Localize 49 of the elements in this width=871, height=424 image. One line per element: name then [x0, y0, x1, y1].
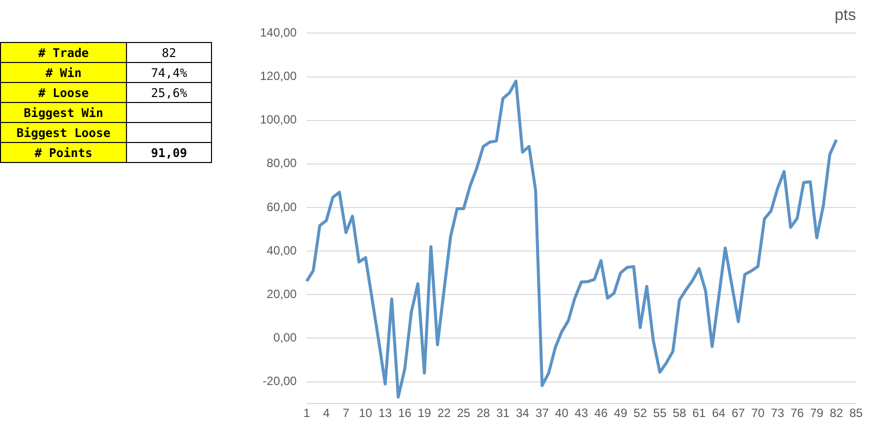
x-tick-label: 37 — [535, 406, 550, 420]
x-tick-label: 46 — [594, 406, 608, 420]
y-tick-label: 120,00 — [260, 69, 298, 84]
text: 74,4% — [150, 66, 188, 80]
category-label: # Win — [0, 62, 126, 82]
y-tick-label: 40,00 — [266, 243, 298, 258]
category-label: Biggest Loose — [0, 122, 126, 142]
y-tick-label: -20,00 — [262, 374, 298, 388]
x-tick-label: 10 — [358, 406, 373, 420]
category-label: # Trade — [0, 42, 126, 62]
x-tick-label: 79 — [810, 406, 824, 420]
x-tick-label: 67 — [732, 406, 746, 420]
x-tick-label: 16 — [398, 406, 412, 420]
y-tick-label: 0,00 — [273, 330, 298, 345]
x-tick-label: 13 — [378, 406, 392, 420]
x-tick-label: 4 — [322, 406, 330, 420]
y-tick-label: 20,00 — [266, 286, 298, 301]
x-tick-label: 25 — [456, 406, 471, 420]
y-tick-label: 60,00 — [266, 200, 298, 214]
x-tick-label: 7 — [342, 406, 350, 420]
x-tick-label: 28 — [476, 406, 490, 420]
text: 25,6% — [150, 86, 188, 100]
x-tick-label: 22 — [437, 406, 452, 420]
x-tick-label: 55 — [653, 406, 667, 420]
x-tick-label: 64 — [712, 406, 726, 420]
x-tick-label: 34 — [516, 406, 530, 420]
y-tick-label: 100,00 — [260, 112, 298, 127]
category-label: Biggest Win — [0, 102, 126, 122]
category-label: # Points — [0, 142, 126, 162]
x-tick-label: 19 — [418, 406, 432, 420]
text: 91,09 — [150, 146, 188, 160]
x-tick-label: 61 — [692, 406, 706, 420]
y-tick-label: 140,00 — [260, 26, 298, 40]
x-tick-label: 1 — [303, 406, 310, 420]
x-tick-label: 49 — [614, 406, 628, 420]
x-tick-label: 58 — [672, 406, 686, 420]
text: 82 — [162, 46, 176, 60]
x-tick-label: 76 — [790, 406, 804, 420]
x-tick-label: 31 — [496, 406, 510, 420]
x-tick-label: 70 — [751, 406, 765, 420]
x-tick-label: 85 — [849, 406, 863, 420]
y-tick-label: 80,00 — [266, 156, 298, 170]
x-tick-label: 40 — [555, 406, 569, 420]
chart-title: pts — [834, 7, 856, 24]
x-tick-label: 52 — [634, 406, 648, 420]
x-tick-label: 73 — [770, 406, 785, 420]
x-tick-label: 82 — [830, 406, 844, 420]
category-label: # Loose — [0, 82, 126, 102]
x-tick-label: 43 — [574, 406, 588, 420]
